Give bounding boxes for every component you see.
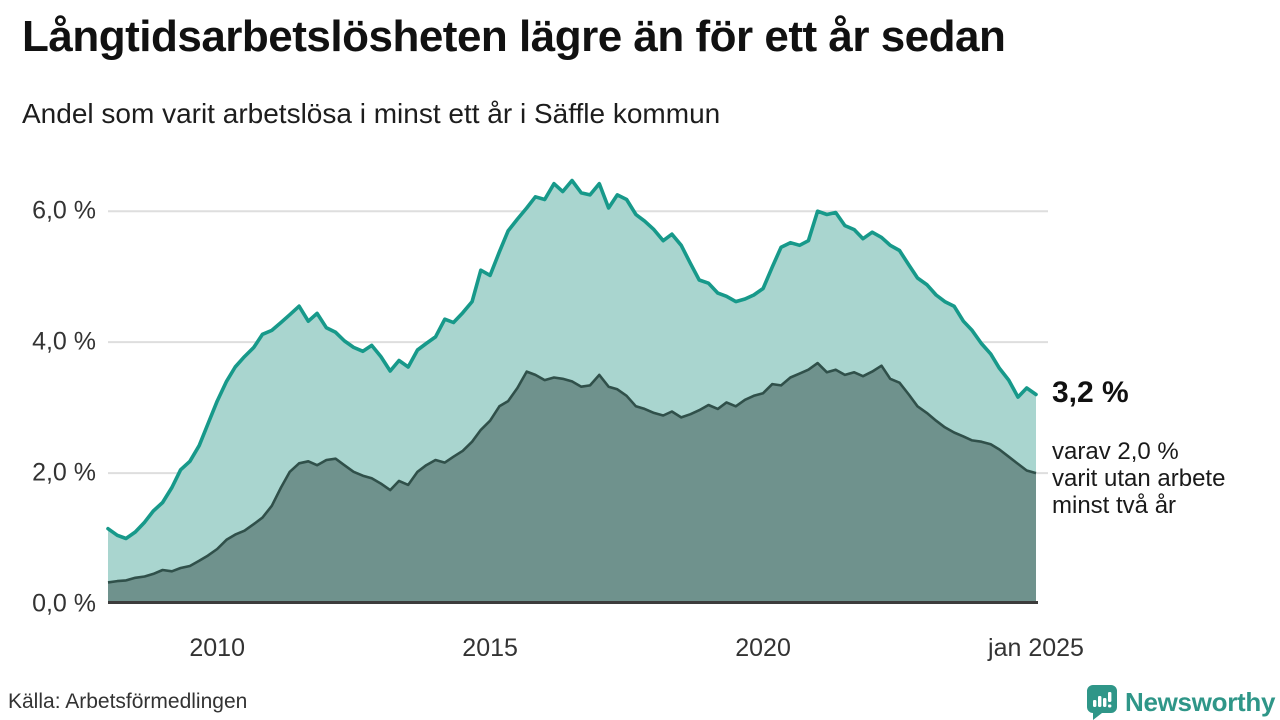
x-tick-label: jan 2025 [988,634,1084,662]
y-tick-label: 6,0 % [32,196,96,225]
x-tick-label: 2020 [735,634,791,662]
series-two-years-area [108,363,1036,604]
x-tick-label: 2015 [462,634,518,662]
y-tick-label: 4,0 % [32,327,96,356]
newsworthy-bar-chart-bubble-icon [1087,685,1117,720]
series-total-line [106,178,1038,541]
end-value-detail: varav 2,0 % varit utan arbete minst två … [1052,438,1225,519]
y-tick-label: 0,0 % [32,589,96,618]
end-detail-line: minst två år [1052,492,1177,519]
y-tick-label: 2,0 % [32,458,96,487]
brand-name: Newsworthy [1125,687,1276,717]
newsworthy-logo: Newsworthy [1086,684,1275,720]
end-value-label: 3,2 % [1052,376,1129,409]
x-tick-label: 2010 [189,634,245,662]
end-detail-line: varit utan arbete [1052,465,1226,492]
series-two-years-line [107,361,1037,584]
page-title: Långtidsarbetslösheten lägre än för ett … [22,12,1006,61]
source-note: Källa: Arbetsförmedlingen [8,690,248,713]
chart-subtitle: Andel som varit arbetslösa i minst ett å… [22,98,721,129]
end-detail-line: varav 2,0 % [1052,438,1179,465]
